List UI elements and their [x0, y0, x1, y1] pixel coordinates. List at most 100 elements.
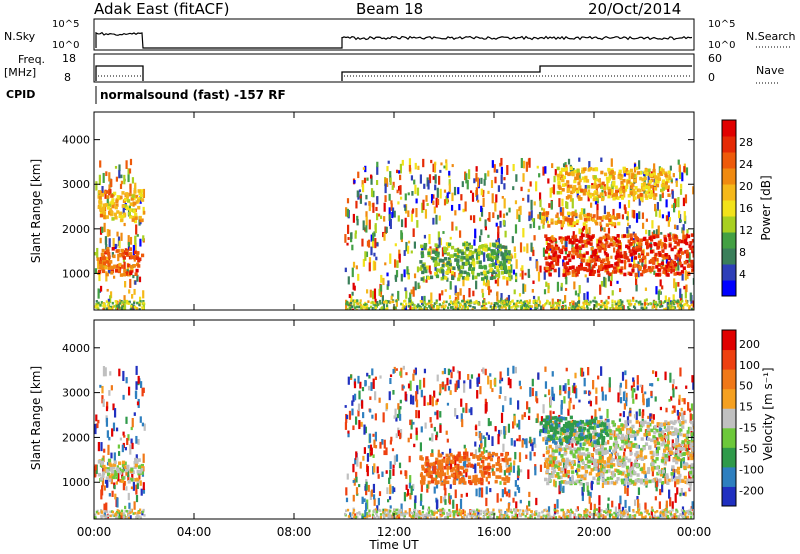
echo-cell [436, 244, 440, 249]
echo-cell [492, 508, 495, 512]
echo-cell [626, 169, 630, 174]
echo-cell [660, 241, 664, 246]
echo-cell [413, 369, 416, 374]
echo-cell [487, 434, 490, 440]
echo-cell [371, 240, 375, 249]
echo-cell [346, 198, 350, 204]
echo-cell [570, 190, 574, 195]
echo-cell [113, 463, 117, 467]
echo-cell [494, 304, 497, 307]
echo-cell [505, 491, 508, 497]
echo-cell [532, 249, 535, 257]
echo-cell [541, 510, 544, 514]
echo-cell [583, 511, 586, 515]
echo-cell [525, 299, 529, 303]
echo-cell [446, 194, 449, 204]
echo-cell [112, 403, 115, 411]
echo-cell [686, 515, 690, 519]
echo-cell [571, 198, 574, 209]
echo-cell [413, 303, 416, 307]
echo-cell [570, 223, 574, 228]
echo-cell [567, 379, 570, 386]
echo-cell [502, 245, 506, 249]
echo-cell [561, 178, 565, 183]
echo-cell [488, 512, 491, 516]
echo-cell [439, 508, 442, 512]
echo-cell [114, 215, 118, 220]
echo-cell [499, 266, 504, 270]
echo-cell [344, 405, 347, 408]
echo-cell [112, 238, 115, 247]
echo-cell [564, 383, 567, 391]
echo-cell [569, 513, 572, 516]
echo-cell [650, 193, 654, 198]
echo-cell [362, 167, 366, 170]
echo-cell [142, 300, 145, 303]
echo-cell [608, 218, 612, 222]
echo-cell [397, 403, 400, 410]
echo-cell [353, 180, 356, 184]
echo-cell [646, 398, 649, 408]
echo-cell [487, 279, 490, 291]
echo-cell [528, 508, 531, 512]
echo-cell [457, 187, 460, 195]
echo-cell [475, 187, 478, 196]
echo-cell [98, 262, 103, 267]
echo-cell [673, 245, 677, 250]
echo-cell [677, 197, 680, 208]
echo-cell [617, 269, 621, 273]
echo-cell [672, 388, 675, 398]
echo-cell [473, 510, 476, 514]
echo-cell [372, 290, 375, 300]
echo-cell [130, 477, 134, 482]
echo-cell [564, 250, 568, 255]
echo-cell [507, 266, 511, 270]
echo-cell [407, 210, 410, 217]
echo-cell [627, 229, 630, 238]
echo-cell [450, 301, 453, 305]
echo-cell [446, 277, 449, 282]
echo-cell [498, 247, 502, 252]
echo-cell [512, 163, 515, 172]
echo-cell [110, 385, 113, 391]
echo-cell [108, 207, 112, 212]
echo-cell [521, 265, 524, 271]
echo-cell [622, 254, 626, 258]
echo-cell [579, 237, 583, 241]
echo-cell [122, 370, 125, 381]
echo-cell [589, 242, 593, 246]
echo-cell [389, 177, 392, 186]
echo-cell [625, 510, 628, 514]
echo-cell [430, 194, 434, 204]
echo-cell [439, 269, 443, 274]
echo-cell [432, 305, 435, 308]
echo-cell [567, 172, 571, 177]
echo-cell [451, 221, 454, 231]
echo-cell [393, 487, 396, 493]
echo-cell [127, 242, 131, 250]
echo-cell [374, 391, 377, 401]
echo-cell [619, 190, 623, 194]
echo-cell [645, 298, 648, 302]
echo-cell [537, 303, 540, 307]
echo-cell [97, 460, 101, 464]
echo-cell [96, 423, 99, 429]
echo-cell [586, 508, 589, 512]
echo-cell [481, 307, 484, 310]
echo-cell [591, 258, 595, 262]
nsky-tick-bottom: 10^0 [52, 40, 79, 51]
echo-cell [626, 226, 629, 234]
echo-cell [434, 184, 437, 191]
echo-cell [663, 181, 666, 185]
echo-cell [601, 391, 604, 401]
echo-cell [482, 459, 485, 470]
echo-cell [686, 447, 689, 453]
echo-cell [544, 517, 547, 519]
echo-cell [463, 301, 466, 305]
echo-cell [441, 511, 445, 515]
echo-cell [598, 258, 602, 262]
echo-cell [561, 220, 566, 225]
echo-cell [632, 191, 636, 196]
echo-cell [122, 204, 125, 214]
echo-cell [134, 511, 137, 515]
